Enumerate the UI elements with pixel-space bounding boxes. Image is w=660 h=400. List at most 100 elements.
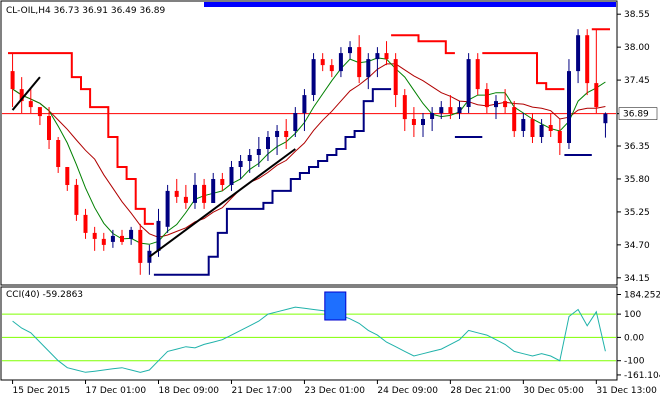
cci-tick-label: -161.104 bbox=[624, 371, 660, 381]
candle-body bbox=[448, 107, 453, 114]
price-plot bbox=[2, 28, 616, 276]
candle-body bbox=[384, 53, 389, 60]
candle-body bbox=[512, 107, 517, 132]
candle-body bbox=[156, 220, 161, 251]
candle-body bbox=[138, 229, 143, 263]
time-tick-label: 28 Dec 21:00 bbox=[450, 386, 511, 396]
candle-body bbox=[47, 116, 51, 140]
candle-body bbox=[348, 47, 352, 54]
candle-body bbox=[83, 214, 88, 233]
candle-body bbox=[338, 53, 343, 72]
candle-body bbox=[366, 59, 371, 78]
time-tick-label: 24 Dec 09:00 bbox=[377, 386, 438, 396]
cci-tick-label: 184.2526 bbox=[624, 291, 660, 301]
candle-body bbox=[567, 71, 571, 143]
time-tick-label: 17 Dec 01:00 bbox=[86, 386, 147, 396]
cci-header: CCI(40) -59.2863 bbox=[6, 290, 83, 300]
candle-body bbox=[266, 137, 270, 149]
candle-body bbox=[311, 59, 316, 95]
time-tick-label: 18 Dec 09:00 bbox=[159, 386, 220, 396]
candle-body bbox=[411, 119, 416, 125]
candle-body bbox=[10, 71, 15, 90]
candle-body bbox=[430, 113, 435, 119]
candle-body bbox=[28, 101, 33, 108]
candle-body bbox=[594, 83, 599, 108]
candle-body bbox=[129, 229, 134, 239]
cci-tick-label: 0.00 bbox=[624, 333, 644, 343]
candle-body bbox=[503, 101, 508, 108]
candle-body bbox=[521, 119, 526, 131]
candle-body bbox=[247, 155, 252, 161]
header-blue-bar bbox=[204, 2, 616, 7]
cci-panel-frame bbox=[0, 286, 618, 381]
candle-body bbox=[120, 235, 124, 242]
candle-body bbox=[220, 179, 225, 185]
candle-body bbox=[202, 184, 207, 203]
price-tick-label: 37.45 bbox=[624, 76, 650, 86]
price-tick-label: 35.25 bbox=[624, 208, 650, 218]
time-tick-label: 23 Dec 01:00 bbox=[304, 386, 365, 396]
current-price-label: 36.89 bbox=[623, 110, 649, 120]
price-tick-label: 38.00 bbox=[624, 43, 650, 53]
candle-body bbox=[37, 107, 42, 117]
candle-body bbox=[110, 235, 115, 242]
candle-body bbox=[402, 95, 407, 120]
candle-body bbox=[293, 113, 298, 131]
candle-body bbox=[603, 113, 608, 124]
cci-highlight-block bbox=[324, 291, 347, 321]
current-price-box bbox=[618, 107, 658, 120]
candle-body bbox=[65, 167, 70, 185]
candle-body bbox=[101, 238, 106, 245]
price-tick-label: 35.80 bbox=[624, 175, 650, 185]
candle-body bbox=[475, 59, 480, 90]
candle-body bbox=[284, 131, 289, 137]
candle-body bbox=[457, 107, 462, 114]
candle-body bbox=[238, 161, 243, 167]
price-panel-frame bbox=[0, 0, 618, 286]
candle-body bbox=[165, 190, 170, 227]
candle-body bbox=[439, 107, 444, 114]
cci-line bbox=[12, 306, 606, 373]
candle-body bbox=[302, 95, 307, 114]
price-tick-label: 34.70 bbox=[624, 241, 650, 251]
time-tick-label: 30 Dec 05:00 bbox=[523, 386, 584, 396]
candle-body bbox=[275, 131, 280, 137]
candle-body bbox=[256, 149, 261, 155]
candle-body bbox=[329, 65, 334, 72]
candle-body bbox=[585, 35, 590, 84]
symbol-header: CL-OIL,H4 36.73 36.91 36.49 36.89 bbox=[6, 6, 166, 16]
cci-plot bbox=[2, 291, 616, 373]
candle-body bbox=[211, 179, 216, 203]
candle-body bbox=[229, 167, 234, 185]
candle-body bbox=[494, 101, 498, 108]
cci-tick-label: -100 bbox=[624, 357, 645, 367]
candle-body bbox=[183, 196, 188, 203]
trendline-early bbox=[11, 76, 41, 111]
candle-body bbox=[548, 125, 553, 131]
candle-body bbox=[74, 184, 79, 215]
moving-average-fast bbox=[12, 57, 606, 245]
candle-body bbox=[92, 232, 97, 239]
candle-body bbox=[557, 131, 562, 143]
price-tick-label: 34.15 bbox=[624, 274, 650, 284]
trendline-uptrend bbox=[148, 148, 296, 258]
candle-body bbox=[56, 140, 61, 167]
candle-body bbox=[484, 89, 489, 108]
axes: 38.55 38.00 37.45 36.35 35.80 35.25 34.70 34.15… bbox=[12, 10, 660, 396]
candle-body bbox=[174, 190, 179, 197]
candle-body bbox=[320, 59, 325, 66]
candle-body bbox=[19, 89, 24, 102]
time-tick-label: 31 Dec 13:00 bbox=[596, 386, 657, 396]
candle-body bbox=[375, 53, 380, 60]
candle-body bbox=[193, 184, 197, 203]
time-tick-label: 15 Dec 2015 bbox=[13, 386, 71, 396]
trailing-stop-support bbox=[153, 88, 592, 276]
trailing-stop-resistance bbox=[8, 28, 610, 225]
candle-body bbox=[393, 59, 398, 95]
price-tick-label: 36.35 bbox=[624, 142, 650, 152]
candle-body bbox=[576, 35, 581, 72]
candle-body bbox=[466, 59, 471, 107]
candle-body bbox=[421, 119, 425, 125]
